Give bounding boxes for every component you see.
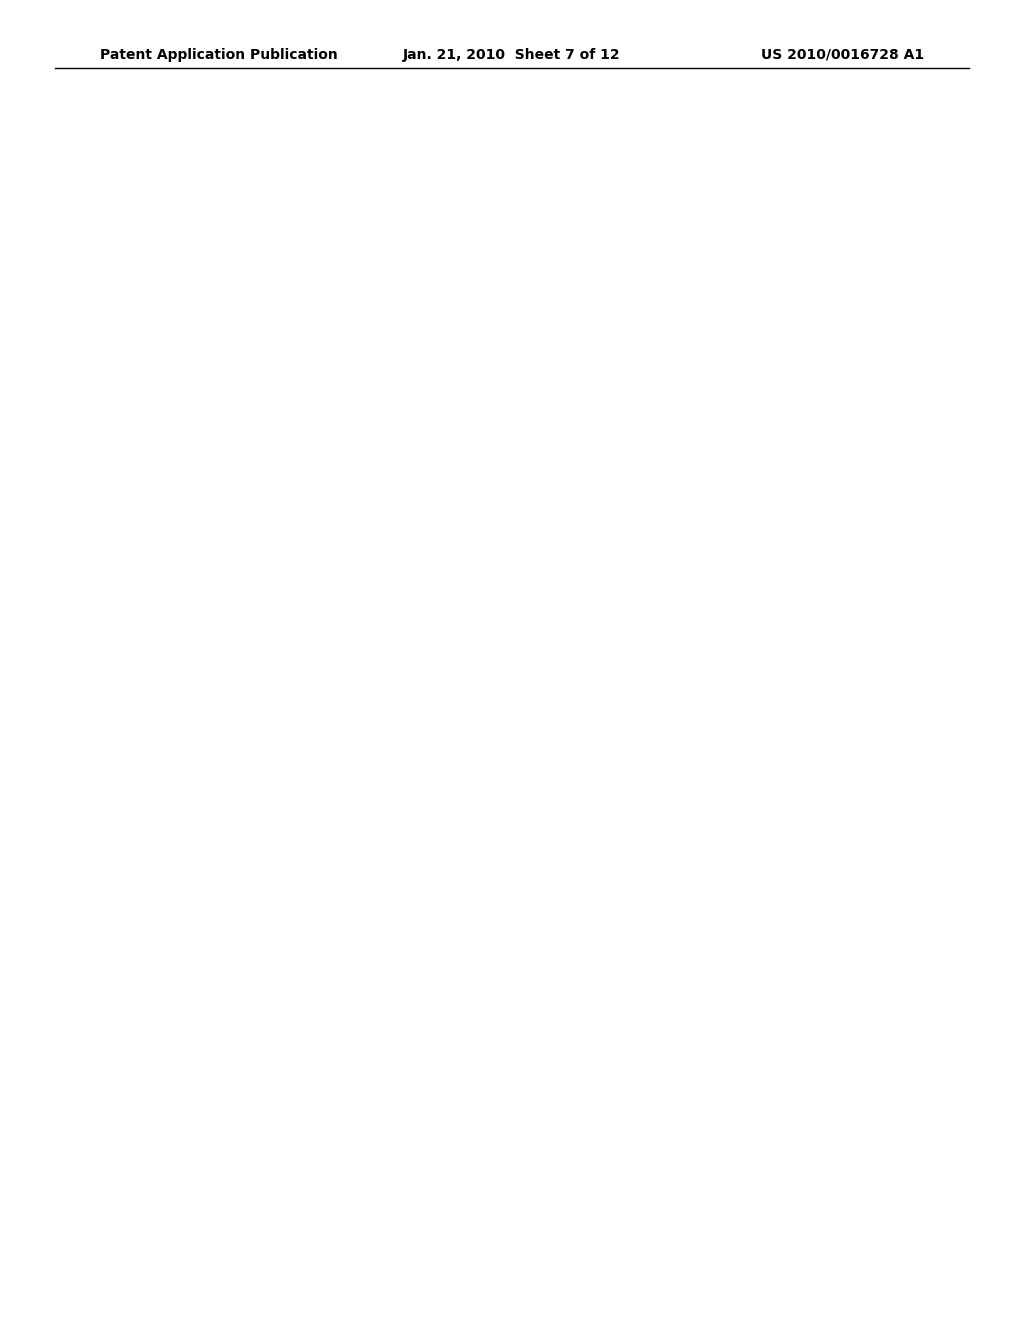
Text: US 2010/0016728 A1: US 2010/0016728 A1 xyxy=(761,48,924,62)
Text: Patent Application Publication: Patent Application Publication xyxy=(100,48,338,62)
Text: Jan. 21, 2010  Sheet 7 of 12: Jan. 21, 2010 Sheet 7 of 12 xyxy=(403,48,621,62)
